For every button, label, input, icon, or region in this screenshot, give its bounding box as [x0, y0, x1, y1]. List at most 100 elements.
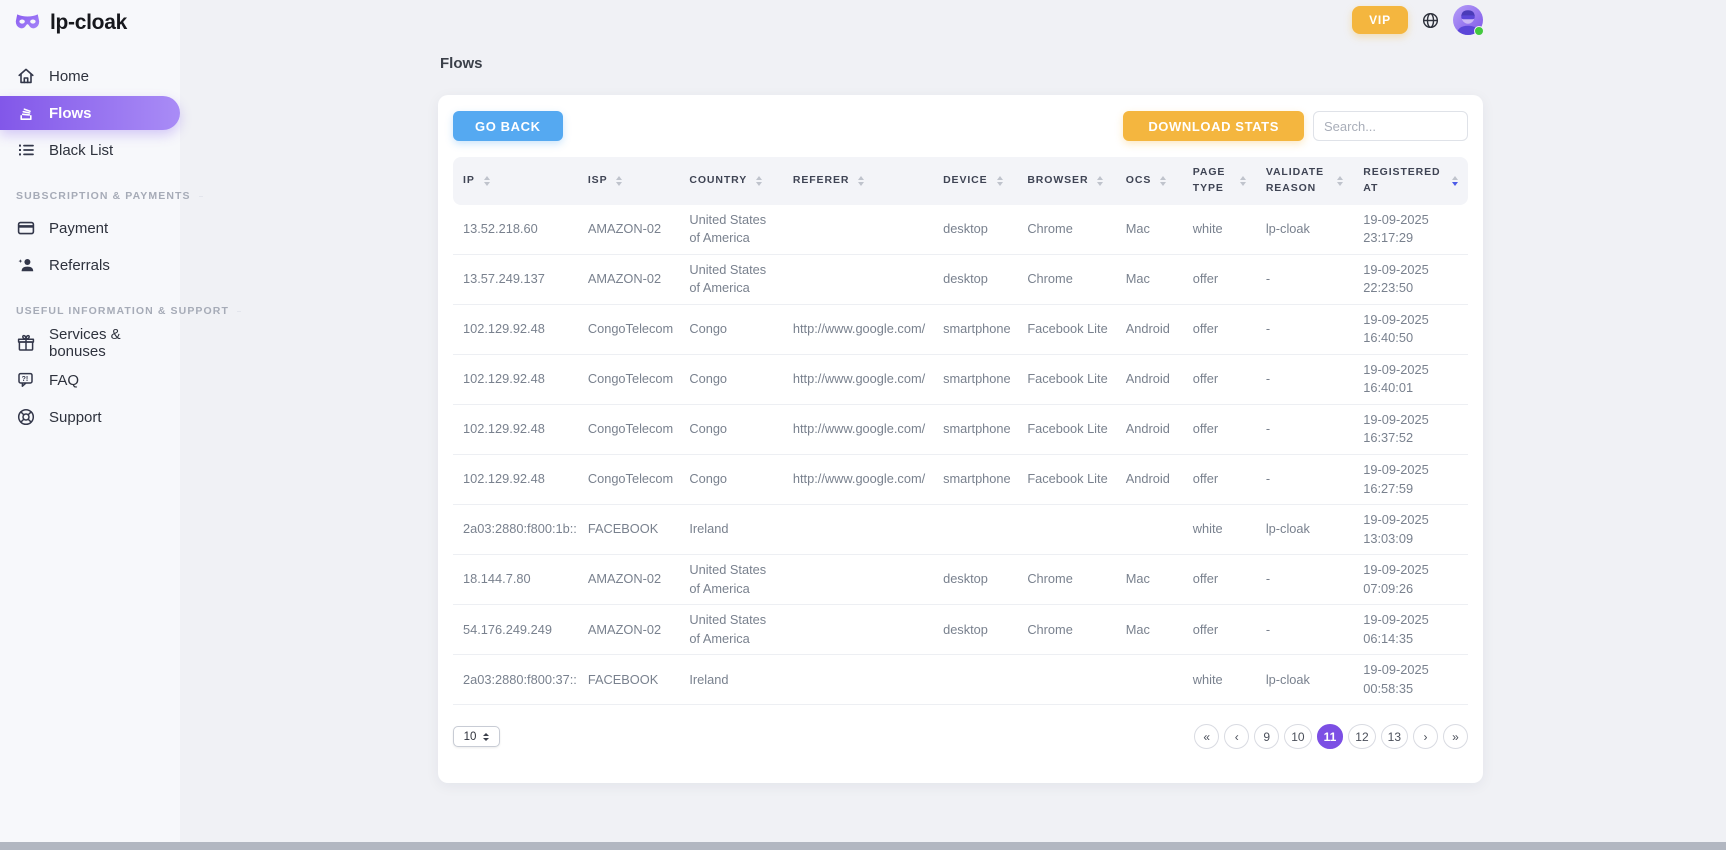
- go-back-button[interactable]: GO BACK: [453, 111, 563, 141]
- cell: Android: [1115, 404, 1183, 455]
- cell: offer: [1182, 254, 1256, 305]
- list-icon: [16, 140, 36, 160]
- column-header-browser[interactable]: BROWSER: [1017, 157, 1116, 205]
- cell: [1115, 654, 1183, 706]
- sidebar-item-faq[interactable]: ?! FAQ: [0, 363, 180, 397]
- sidebar-item-home[interactable]: Home: [0, 59, 180, 93]
- cell: http://www.google.com/: [782, 454, 934, 506]
- column-header-validate-reason[interactable]: VALIDATE REASON: [1255, 157, 1354, 205]
- cell: 13.57.249.137: [453, 254, 578, 305]
- cell: 19-09-2025 13:03:09: [1353, 504, 1468, 556]
- flows-card: GO BACK DOWNLOAD STATS IP ISP COUNTRY REFER…: [438, 95, 1483, 783]
- download-stats-button[interactable]: DOWNLOAD STATS: [1123, 111, 1304, 141]
- sidebar-item-label: Home: [49, 67, 90, 85]
- cell: 19-09-2025 07:09:26: [1353, 554, 1468, 606]
- sidebar-item-support[interactable]: Support: [0, 400, 180, 434]
- cell: http://www.google.com/: [782, 354, 934, 405]
- cell: [933, 654, 1018, 706]
- page-size-select[interactable]: 10: [453, 726, 500, 748]
- cell: Congo: [679, 354, 783, 405]
- cell: smartphone: [933, 404, 1018, 455]
- table-header-row: IP ISP COUNTRY REFERER DEVICE BROWSER OCS PAGE …: [453, 157, 1468, 205]
- home-icon: [16, 66, 36, 86]
- cell: smartphone: [933, 304, 1018, 355]
- column-header-country[interactable]: COUNTRY: [679, 157, 783, 205]
- table-row: 2a03:2880:f800:37:: FACEBOOK Ireland white l…: [453, 654, 1468, 706]
- cell: 19-09-2025 16:37:52: [1353, 404, 1468, 455]
- cell: Chrome: [1017, 554, 1116, 606]
- horizontal-scrollbar[interactable]: [0, 842, 1726, 850]
- cell: [782, 654, 934, 706]
- cell: CongoTelecom: [577, 404, 680, 455]
- sidebar-item-services[interactable]: Services & bonuses: [0, 326, 180, 360]
- cell: lp-cloak: [1255, 204, 1354, 255]
- credit-card-icon: [16, 218, 36, 238]
- page-button-page-10[interactable]: 10: [1284, 724, 1312, 750]
- page-button-first[interactable]: «: [1194, 724, 1220, 750]
- column-label: VALIDATE REASON: [1265, 166, 1324, 194]
- sidebar-item-label: Flows: [49, 104, 92, 122]
- column-header-referer[interactable]: REFERER: [782, 157, 934, 205]
- cell: 102.129.92.48: [453, 354, 578, 405]
- page-button-next[interactable]: ›: [1413, 724, 1438, 750]
- cell: desktop: [933, 204, 1018, 255]
- topbar-controls: VIP: [1352, 5, 1484, 36]
- cell: United States of America: [679, 554, 783, 606]
- cell: -: [1255, 454, 1354, 506]
- column-label: COUNTRY: [689, 173, 748, 186]
- page-button-prev[interactable]: ‹: [1224, 724, 1250, 750]
- brand-logo[interactable]: lp-cloak: [0, 0, 180, 35]
- sidebar-item-referrals[interactable]: Referrals: [0, 248, 180, 282]
- sidebar-item-flows[interactable]: Flows: [0, 96, 180, 130]
- vip-button[interactable]: VIP: [1352, 6, 1408, 34]
- cell: [1115, 504, 1183, 556]
- cell: 102.129.92.48: [453, 404, 578, 455]
- column-header-ocs[interactable]: OCS: [1115, 157, 1183, 205]
- cell: Mac: [1115, 604, 1183, 656]
- sidebar: lp-cloak Home Flows: [0, 0, 228, 850]
- cell: smartphone: [933, 454, 1018, 506]
- cell: Android: [1115, 354, 1183, 405]
- table-row: 2a03:2880:f800:1b:: FACEBOOK Ireland white l…: [453, 504, 1468, 556]
- table-row: 18.144.7.80 AMAZON-02 United States of Ame…: [453, 554, 1468, 606]
- search-input[interactable]: [1313, 111, 1468, 141]
- sidebar-item-label: Support: [49, 408, 102, 426]
- column-header-isp[interactable]: ISP: [577, 157, 680, 205]
- cell: Congo: [679, 304, 783, 355]
- sidebar-item-black-list[interactable]: Black List: [0, 133, 180, 167]
- cell: [1017, 504, 1116, 556]
- globe-language-icon[interactable]: [1421, 11, 1440, 30]
- table-row: 102.129.92.48 CongoTelecom Congo http://www…: [453, 404, 1468, 455]
- page-button-last[interactable]: »: [1443, 724, 1468, 750]
- page-button-page-12[interactable]: 12: [1348, 724, 1376, 750]
- column-header-device[interactable]: DEVICE: [933, 157, 1018, 205]
- table-row: 102.129.92.48 CongoTelecom Congo http://www…: [453, 454, 1468, 506]
- cell: -: [1255, 354, 1354, 405]
- cell: United States of America: [679, 204, 783, 255]
- column-header-registered-at[interactable]: REGISTERED AT: [1353, 157, 1468, 205]
- cell: offer: [1182, 404, 1256, 455]
- page-button-page-9[interactable]: 9: [1254, 724, 1280, 750]
- page-button-page-13[interactable]: 13: [1380, 724, 1408, 750]
- user-avatar[interactable]: [1453, 5, 1484, 36]
- cell: offer: [1182, 554, 1256, 606]
- page-button-page-11[interactable]: 11: [1316, 724, 1344, 750]
- cell: Ireland: [679, 504, 783, 556]
- sidebar-nav: Home Flows: [0, 59, 228, 434]
- cell: CongoTelecom: [577, 354, 680, 405]
- cell: Android: [1115, 304, 1183, 355]
- column-label: OCS: [1125, 173, 1152, 186]
- column-header-ip[interactable]: IP: [453, 157, 578, 205]
- sort-arrows-icon: [756, 175, 763, 186]
- sidebar-section-support: USEFUL INFORMATION & SUPPORT: [0, 305, 228, 317]
- cell: AMAZON-02: [577, 554, 680, 606]
- column-label: REGISTERED AT: [1363, 166, 1441, 194]
- cell: http://www.google.com/: [782, 404, 934, 455]
- sidebar-item-payment[interactable]: Payment: [0, 211, 180, 245]
- cell: 19-09-2025 16:27:59: [1353, 454, 1468, 506]
- column-header-page-type[interactable]: PAGE TYPE: [1182, 157, 1256, 205]
- cell: United States of America: [679, 604, 783, 656]
- cell: FACEBOOK: [577, 654, 680, 706]
- cell: 19-09-2025 00:58:35: [1353, 654, 1468, 706]
- sort-arrows-icon: [1097, 175, 1104, 186]
